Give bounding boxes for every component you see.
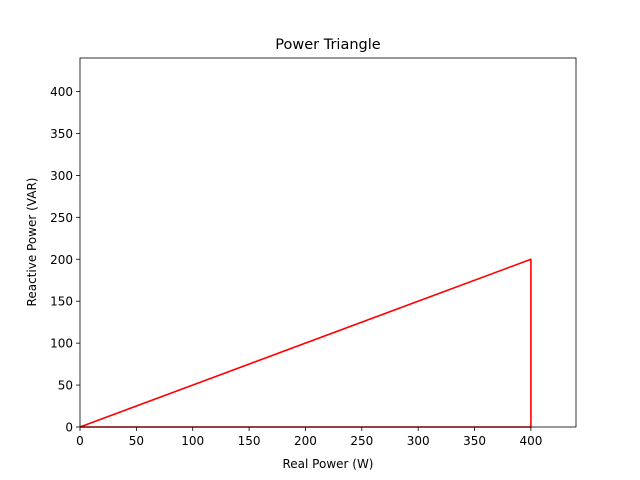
y-tick-label: 100: [50, 337, 73, 351]
y-tick-label: 300: [50, 169, 73, 183]
y-tick-label: 400: [50, 85, 73, 99]
y-tick-label: 250: [50, 211, 73, 225]
x-axis-label: Real Power (W): [282, 457, 373, 471]
x-tick-label: 200: [294, 434, 317, 448]
x-tick-label: 0: [76, 434, 84, 448]
x-tick-label: 350: [463, 434, 486, 448]
chart-title: Power Triangle: [275, 37, 380, 53]
y-tick-label: 200: [50, 253, 73, 267]
axes-frame: [79, 57, 577, 428]
x-tick-label: 100: [181, 434, 204, 448]
x-tick-label: 400: [519, 434, 542, 448]
x-tick-label: 150: [238, 434, 261, 448]
x-tick-label: 250: [350, 434, 373, 448]
axis-ticks: 0 50 100 150 200 250 300 350 400 0 50 100 150 200 250 3…: [50, 85, 542, 448]
y-tick-label: 50: [58, 379, 73, 393]
y-axis-label: Reactive Power (VAR): [25, 178, 39, 307]
x-tick-label: 50: [129, 434, 144, 448]
y-tick-label: 0: [65, 421, 73, 435]
y-tick-label: 150: [50, 295, 73, 309]
y-tick-label: 350: [50, 127, 73, 141]
x-tick-label: 300: [407, 434, 430, 448]
